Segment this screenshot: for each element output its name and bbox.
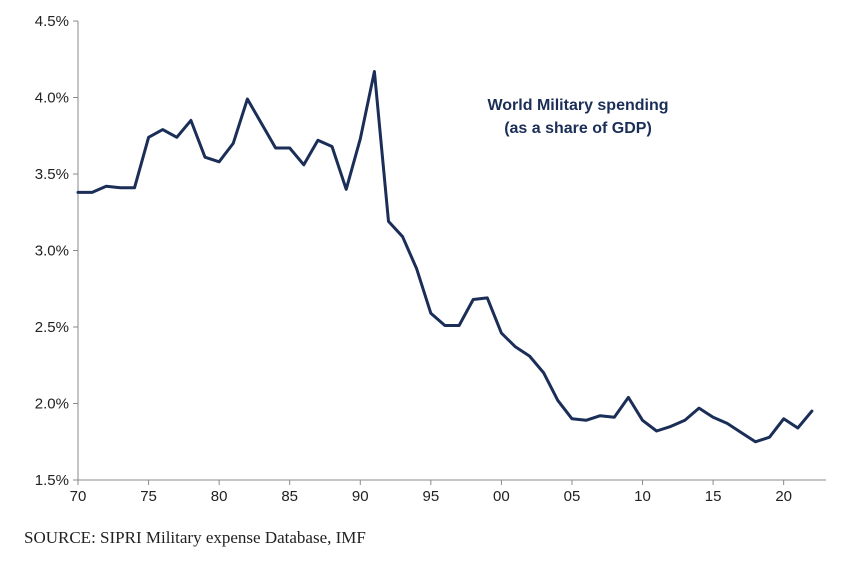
y-tick-label: 1.5% — [35, 472, 69, 489]
x-tick-label: 80 — [211, 488, 228, 505]
x-tick-label: 95 — [422, 488, 439, 505]
series-line — [76, 70, 814, 444]
x-tick-label: 05 — [564, 488, 581, 505]
source-note: SOURCE: SIPRI Military expense Database,… — [24, 528, 366, 547]
y-tick-label: 3.0% — [35, 243, 69, 260]
x-tick-label: 15 — [705, 488, 722, 505]
y-tick-label: 2.0% — [35, 396, 69, 413]
y-tick-label: 4.5% — [35, 13, 69, 30]
series-layer — [76, 70, 814, 444]
x-axis: 70 75 80 85 90 95 00 05 10 15 20 — [70, 479, 826, 505]
chart-subtitle: (as a share of GDP) — [504, 120, 652, 137]
x-tick-label: 90 — [352, 488, 369, 505]
x-tick-label: 10 — [634, 488, 651, 505]
x-tick-label: 20 — [775, 488, 792, 505]
x-tick-label: 85 — [281, 488, 298, 505]
chart-title: World Military spending — [487, 97, 668, 114]
x-tick-label: 75 — [140, 488, 157, 505]
y-axis: 1.5% 2.0% 2.5% 3.0% 3.5% 4.0% 4.5% — [35, 13, 79, 489]
x-tick-label: 00 — [493, 488, 510, 505]
y-tick-label: 4.0% — [35, 90, 69, 107]
y-tick-label: 3.5% — [35, 166, 69, 183]
y-tick-label: 2.5% — [35, 319, 69, 336]
x-tick-label: 70 — [70, 488, 87, 505]
